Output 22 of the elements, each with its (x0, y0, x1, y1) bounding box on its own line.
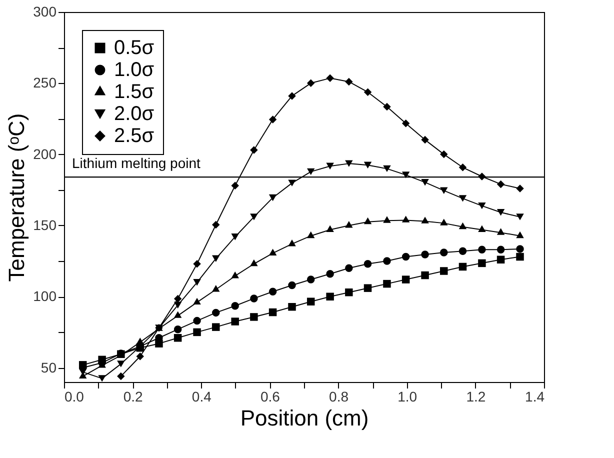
x-tick-label: 1.4 (525, 388, 545, 404)
y-tick-label: 100 (33, 288, 57, 304)
y-tick-label: 200 (33, 146, 57, 162)
x-tick-label: 1.0 (398, 388, 418, 404)
legend-label: 1.5σ (114, 81, 155, 103)
x-tick-label: 0.0 (64, 388, 84, 404)
y-tick-label: 150 (33, 216, 57, 233)
y-tick-label: 50 (40, 359, 57, 376)
y-tick-label: 300 (33, 4, 57, 20)
x-tick-label: 0.8 (329, 388, 349, 404)
ref-line-label: Lithium melting point (72, 155, 201, 172)
legend-label: 2.5σ (114, 125, 155, 147)
x-axis-title: Position (cm) (240, 406, 369, 430)
x-tick-label: 1.2 (466, 388, 486, 404)
legend-label: 0.5σ (114, 37, 155, 59)
y-axis-title: Temperature (ᵒC) (4, 113, 30, 282)
legend-label: 2.0σ (114, 103, 155, 125)
x-tick-label: 0.4 (192, 388, 212, 404)
x-tick-label: 0.2 (123, 388, 144, 404)
y-tick-label: 250 (33, 74, 57, 91)
legend-label: 1.0σ (114, 59, 155, 81)
x-tick-label: 0.6 (260, 388, 280, 404)
